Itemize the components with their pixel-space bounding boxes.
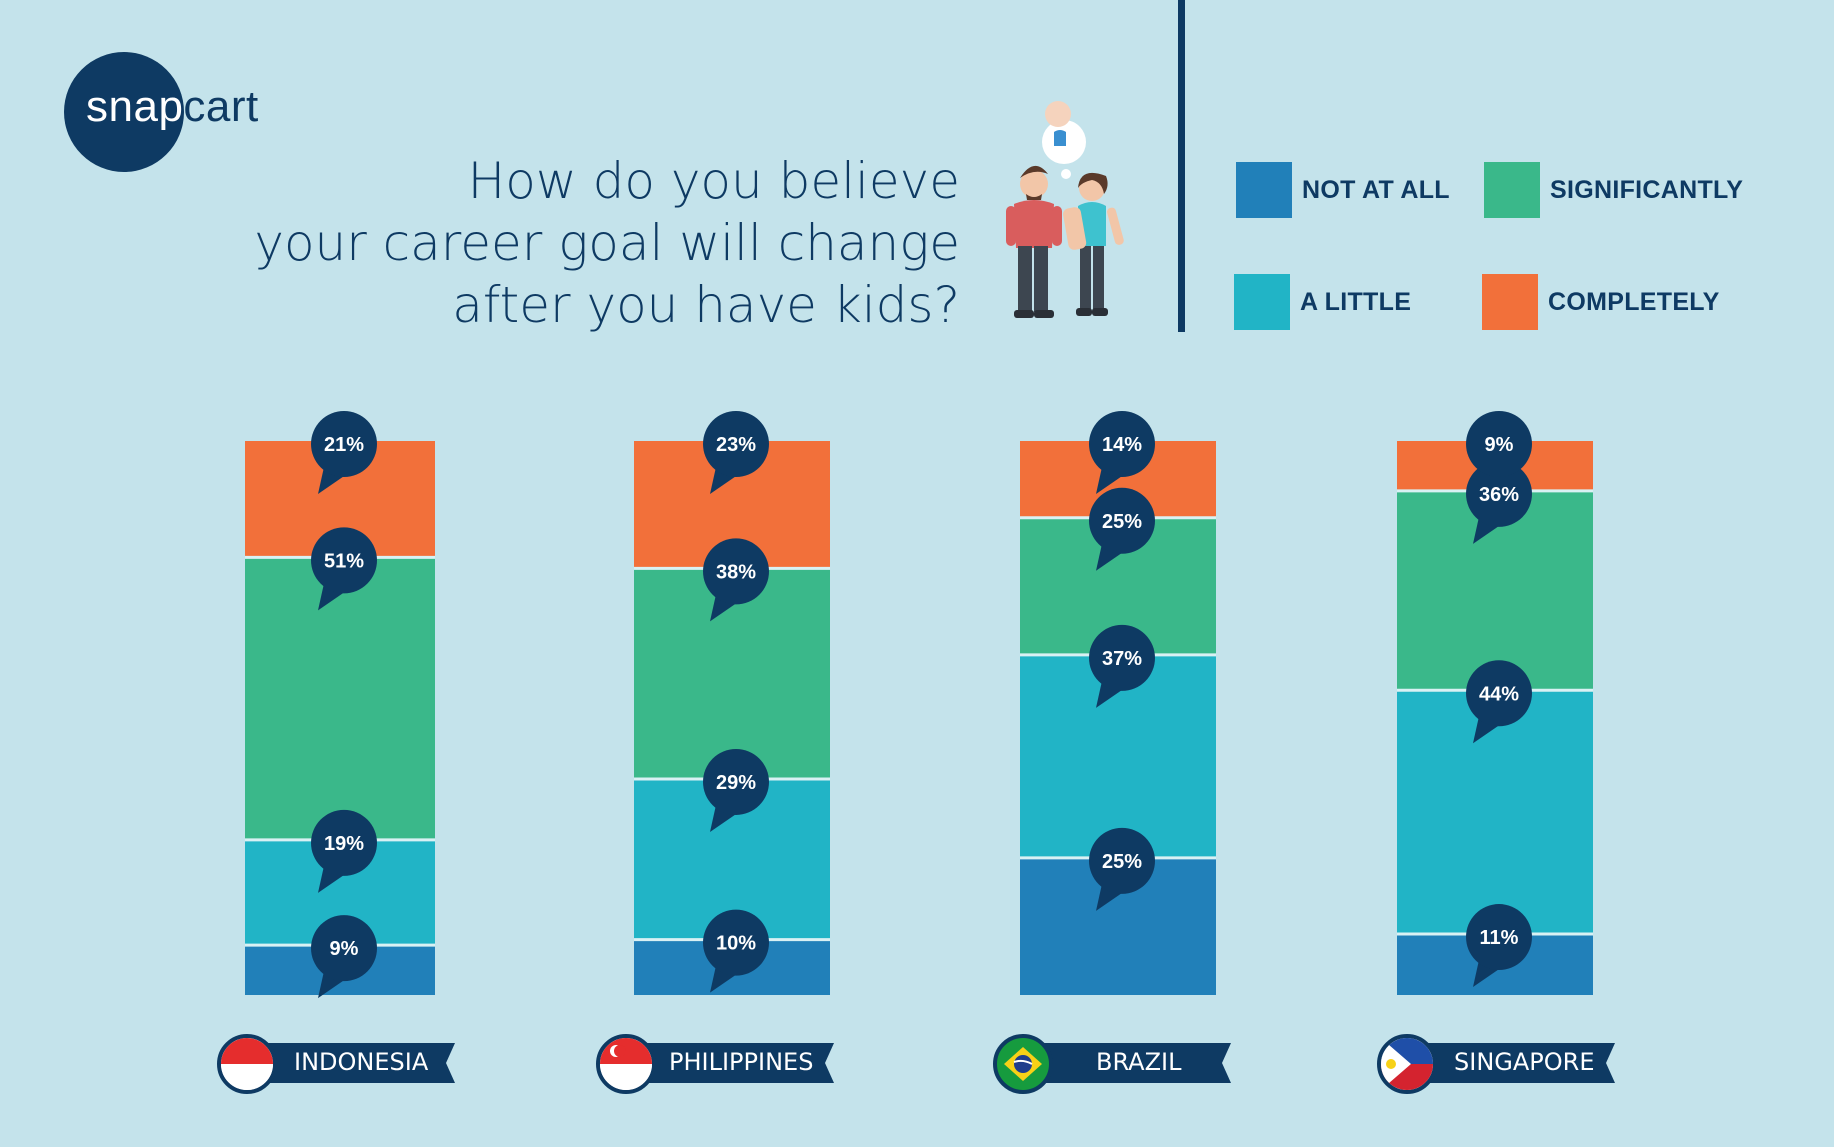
country-label-philippines: PHILIPPINES <box>596 1034 834 1094</box>
label-bubble-circle <box>1466 660 1532 727</box>
legend-swatch-not-at-all <box>1236 162 1292 218</box>
country-name: BRAZIL <box>1096 1048 1182 1076</box>
label-bubble-circle <box>1089 827 1155 894</box>
parents-with-baby-thought-icon <box>1006 101 1124 318</box>
data-label-bubble: 25% <box>1089 487 1155 571</box>
legend-label-significantly: SIGNIFICANTLY <box>1550 175 1744 204</box>
philippines-flag-icon <box>1377 1034 1437 1094</box>
label-bubble-circle <box>1089 487 1155 554</box>
data-label-a-little: 19% <box>324 833 364 855</box>
data-label-bubble: 37% <box>1089 624 1155 708</box>
label-bubble-circle <box>1466 411 1532 477</box>
label-bubble-circle <box>703 748 769 815</box>
legend-label-a-little: A LITTLE <box>1300 287 1412 316</box>
label-bubble-circle <box>311 527 377 594</box>
indonesia-flag-icon <box>217 1034 277 1094</box>
data-label-bubble: 9% <box>311 915 377 999</box>
brazil-flag-icon <box>993 1034 1053 1094</box>
bar-segment-significantly-indonesia <box>245 557 435 840</box>
question-line: How do you believe <box>467 152 960 210</box>
brand-logo-circle <box>64 52 184 172</box>
country-ribbon <box>1400 1043 1615 1083</box>
bar-segment-a-little-singapore <box>1397 690 1593 935</box>
data-label-significantly: 38% <box>716 561 756 583</box>
brand-logo: snapcart <box>86 82 259 132</box>
data-label-completely: 9% <box>1485 434 1514 456</box>
data-label-bubble: 51% <box>311 527 377 611</box>
legend-swatch-completely <box>1482 274 1538 330</box>
data-label-significantly: 51% <box>324 550 364 572</box>
label-bubble-circle <box>703 909 769 976</box>
label-bubble-circle <box>311 809 377 876</box>
data-label-a-little: 44% <box>1479 683 1519 705</box>
question-line: after you have kids? <box>452 276 960 334</box>
data-label-not-at-all: 9% <box>330 938 359 960</box>
brand-name-head: snap <box>86 82 184 131</box>
data-label-bubble: 11% <box>1466 904 1532 988</box>
data-label-bubble: 14% <box>1089 411 1155 494</box>
data-label-a-little: 37% <box>1102 648 1142 670</box>
legend-item-significantly: SIGNIFICANTLY <box>1484 162 1743 218</box>
country-ribbon <box>619 1043 834 1083</box>
legend-item-a-little: A LITTLE <box>1234 274 1411 330</box>
singapore-flag-icon <box>596 1034 656 1094</box>
data-label-not-at-all: 11% <box>1480 927 1519 949</box>
question-title: How do you believe your career goal will… <box>240 150 960 336</box>
question-line: your career goal will change <box>254 214 960 272</box>
data-label-not-at-all: 25% <box>1102 851 1142 873</box>
brand-name-tail: cart <box>183 82 259 131</box>
label-bubble-circle <box>1089 624 1155 691</box>
label-bubble-circle <box>311 411 377 477</box>
data-label-bubble: 23% <box>703 411 769 494</box>
data-label-bubble: 44% <box>1466 660 1532 744</box>
country-label-indonesia: INDONESIA <box>217 1034 455 1094</box>
data-label-not-at-all: 10% <box>716 933 756 955</box>
data-label-bubble: 19% <box>311 809 377 893</box>
country-name: INDONESIA <box>294 1048 429 1076</box>
data-label-bubble: 29% <box>703 748 769 832</box>
label-bubble-circle <box>703 538 769 605</box>
data-label-completely: 14% <box>1102 434 1142 456</box>
data-label-completely: 23% <box>716 434 756 456</box>
country-ribbon <box>1016 1043 1231 1083</box>
data-label-significantly: 25% <box>1102 511 1142 533</box>
data-label-bubble: 38% <box>703 538 769 622</box>
country-label-brazil: BRAZIL <box>993 1034 1231 1094</box>
country-label-singapore: SINGAPORE <box>1377 1034 1615 1094</box>
legend-label-not-at-all: NOT AT ALL <box>1302 175 1450 204</box>
legend-swatch-significantly <box>1484 162 1540 218</box>
data-label-bubble: 21% <box>311 411 377 494</box>
legend-label-completely: COMPLETELY <box>1548 287 1720 316</box>
data-label-bubble: 9% <box>1466 411 1532 494</box>
legend-divider <box>1178 0 1185 332</box>
data-label-bubble: 25% <box>1089 827 1155 911</box>
country-name: PHILIPPINES <box>669 1048 814 1076</box>
label-bubble-circle <box>1466 904 1532 971</box>
country-ribbon <box>240 1043 455 1083</box>
data-label-significantly: 36% <box>1479 484 1519 506</box>
country-name: SINGAPORE <box>1454 1048 1595 1076</box>
legend-swatch-a-little <box>1234 274 1290 330</box>
label-bubble-circle <box>703 411 769 477</box>
label-bubble-circle <box>311 915 377 982</box>
data-label-completely: 21% <box>324 434 364 456</box>
legend-item-completely: COMPLETELY <box>1482 274 1720 330</box>
label-bubble-circle <box>1089 411 1155 477</box>
legend-item-not-at-all: NOT AT ALL <box>1236 162 1450 218</box>
data-label-a-little: 29% <box>716 772 756 794</box>
data-label-bubble: 10% <box>703 909 769 993</box>
